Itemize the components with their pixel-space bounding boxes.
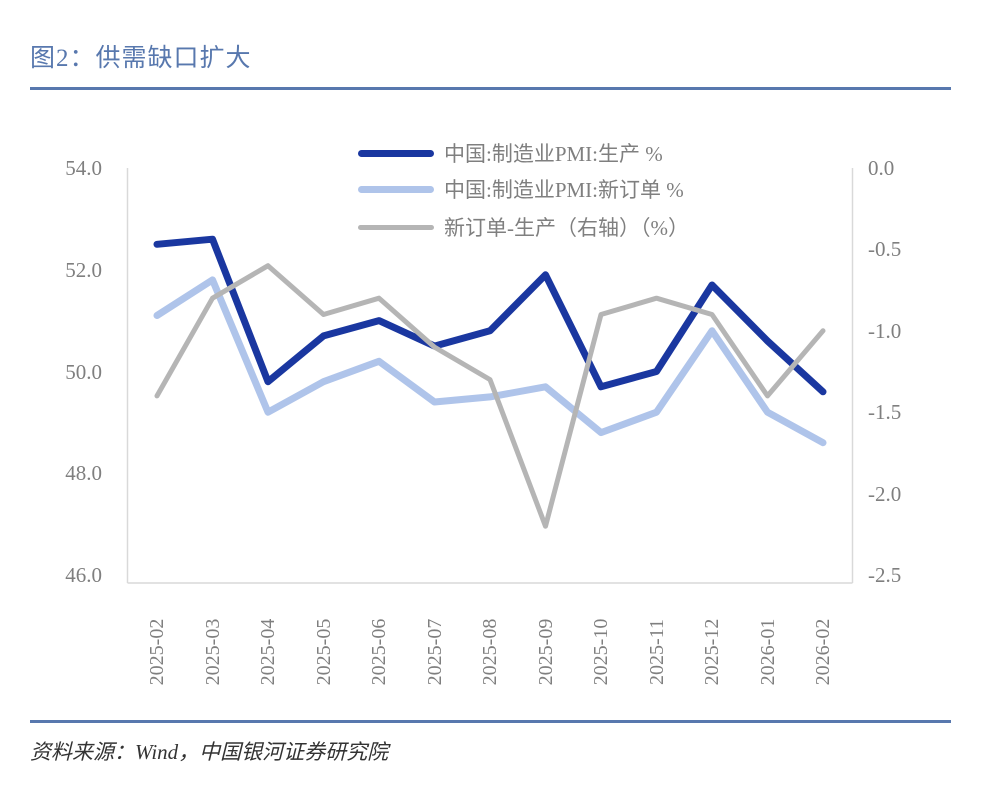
y-axis-right-tick: 0.0 bbox=[868, 156, 895, 180]
x-axis-tick: 2025-11 bbox=[645, 619, 668, 685]
production-line-swatch bbox=[358, 149, 434, 157]
figure-title: 图2：供需缺口扩大 bbox=[30, 45, 252, 72]
line-production-pmi bbox=[153, 235, 827, 396]
y-axis-right-tick: -0.5 bbox=[868, 237, 902, 262]
source-attribution: 资料来源：Wind，中国银河证券研究院 bbox=[30, 740, 389, 764]
y-axis-right-tick: -1.5 bbox=[868, 400, 902, 425]
y-axis-left-tick: 50.0 bbox=[65, 359, 102, 384]
x-axis-tick: 2025-09 bbox=[534, 618, 557, 686]
line-new-orders-pmi bbox=[153, 276, 827, 447]
line-orders-minus-production bbox=[154, 263, 826, 529]
x-axis-tick: 2025-03 bbox=[201, 618, 224, 686]
x-axis-tick: 2026-02 bbox=[812, 618, 834, 686]
legend-item-gap: 新订单-生产（右轴）（%） bbox=[358, 212, 689, 240]
x-axis-tick: 2025-10 bbox=[590, 618, 612, 686]
x-axis-tick: 2025-07 bbox=[423, 618, 446, 686]
y-axis-right-tick: -1.0 bbox=[868, 318, 902, 343]
x-axis-tick: 2025-05 bbox=[312, 618, 335, 686]
legend-item-production: 中国:制造业PMI:生产 % bbox=[358, 138, 663, 166]
legend-label-production: 中国:制造业PMI:生产 % bbox=[444, 142, 663, 166]
x-axis-tick: 2025-12 bbox=[701, 618, 723, 686]
x-axis-tick: 2025-02 bbox=[146, 618, 168, 686]
y-axis-right-tick: -2.5 bbox=[868, 563, 902, 587]
y-axis-left-tick: 52.0 bbox=[65, 257, 102, 282]
gap-line-swatch bbox=[358, 224, 434, 230]
legend-label-new-orders: 中国:制造业PMI:新订单 % bbox=[444, 178, 684, 202]
y-axis-left-tick: 54.0 bbox=[65, 156, 102, 180]
y-axis-right-tick: -2.0 bbox=[868, 481, 902, 506]
y-axis-left-tick: 46.0 bbox=[65, 563, 102, 587]
new-orders-line-swatch bbox=[358, 185, 434, 193]
x-axis-tick: 2025-06 bbox=[368, 618, 390, 686]
x-axis-tick: 2026-01 bbox=[756, 618, 779, 686]
x-axis-tick: 2025-08 bbox=[479, 618, 501, 686]
legend-label-gap: 新订单-生产（右轴）（%） bbox=[444, 216, 689, 240]
legend-item-new-orders: 中国:制造业PMI:新订单 % bbox=[358, 174, 684, 202]
x-axis-tick: 2025-04 bbox=[257, 618, 279, 686]
footer-divider-rule bbox=[30, 720, 951, 723]
y-axis-left-tick: 48.0 bbox=[65, 461, 102, 486]
title-divider-rule bbox=[30, 87, 951, 90]
